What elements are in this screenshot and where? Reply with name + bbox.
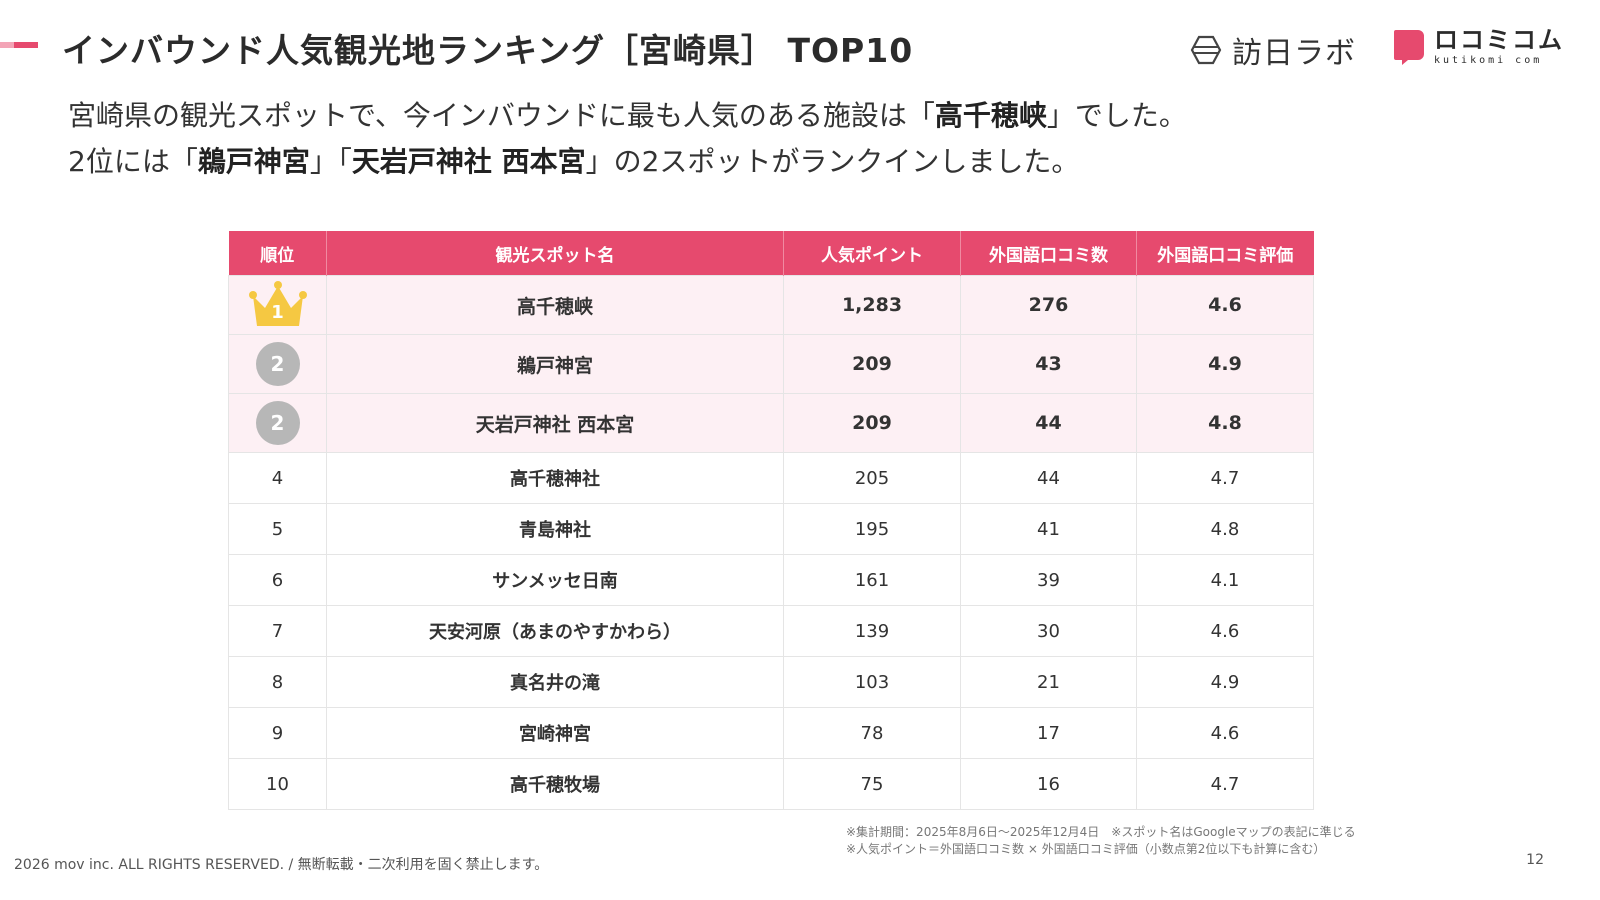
logo1-text: 訪日ラボ: [1232, 36, 1356, 71]
rank-cell: 6: [228, 554, 327, 606]
rank-cell: 7: [228, 605, 327, 657]
review-rating: 4.8: [1136, 393, 1314, 453]
logo2-sub: kutikomi com: [1434, 55, 1543, 66]
review-count: 16: [960, 758, 1137, 810]
points: 161: [783, 554, 961, 606]
rank-cell: 8: [228, 656, 327, 708]
rank-badge: 2: [255, 401, 300, 445]
copyright: 2026 mov inc. ALL RIGHTS RESERVED. / 無断転…: [14, 857, 549, 873]
table-row: 10 高千穂牧場 75 16 4.7: [228, 758, 1314, 810]
spot-name: 青島神社: [326, 503, 784, 555]
review-count: 276: [960, 275, 1137, 335]
review-rating: 4.7: [1136, 452, 1314, 504]
review-count: 21: [960, 656, 1137, 708]
accent-bar: [0, 42, 38, 48]
note-line-1: ※集計期間：2025年8月6日〜2025年12月4日 ※スポット名はGoogle…: [846, 825, 1356, 839]
review-count: 30: [960, 605, 1137, 657]
review-rating: 4.6: [1136, 707, 1314, 759]
hexagon-logo-icon: [1190, 35, 1222, 65]
lead-line-1: 宮崎県の観光スポットで、今インバウンドに最も人気のある施設は「高千穂峡」でした。: [68, 99, 1187, 132]
header-review-count: 外国語口コミ数: [960, 231, 1137, 276]
points: 209: [783, 334, 961, 394]
header-review-rating: 外国語口コミ評価: [1136, 231, 1314, 276]
spot-name: 高千穂峡: [326, 275, 784, 335]
table-row: 2 鵜戸神宮 209 43 4.9: [228, 334, 1314, 394]
rank-cell: 5: [228, 503, 327, 555]
points: 75: [783, 758, 961, 810]
table-row: 9 宮崎神宮 78 17 4.6: [228, 707, 1314, 759]
lead-highlight-3: 天岩戸神社 西本宮: [351, 145, 586, 178]
points: 139: [783, 605, 961, 657]
review-count: 17: [960, 707, 1137, 759]
lead-line-2: 2位には「鵜戸神宮」「天岩戸神社 西本宮」の2スポットがランクインしました。: [68, 145, 1080, 178]
review-count: 44: [960, 393, 1137, 453]
points: 209: [783, 393, 961, 453]
spot-name: 天岩戸神社 西本宮: [326, 393, 784, 453]
header-spot-name: 観光スポット名: [326, 231, 784, 276]
review-count: 41: [960, 503, 1137, 555]
header-points: 人気ポイント: [783, 231, 961, 276]
rank-cell: 10: [228, 758, 327, 810]
rank-badge: 2: [255, 342, 300, 386]
table-row: 2 天岩戸神社 西本宮 209 44 4.8: [228, 393, 1314, 453]
header-rank: 順位: [228, 231, 327, 276]
logo2-text: ロコミコム: [1434, 26, 1564, 54]
spot-name: 鵜戸神宮: [326, 334, 784, 394]
rank-cell: 2: [228, 393, 327, 453]
spot-name: 宮崎神宮: [326, 707, 784, 759]
points: 78: [783, 707, 961, 759]
review-count: 39: [960, 554, 1137, 606]
page-number: 12: [1526, 852, 1544, 868]
ranking-table: 順位 観光スポット名 人気ポイント 外国語口コミ数 外国語口コミ評価 1 高千穂…: [228, 231, 1314, 810]
rank-cell: 9: [228, 707, 327, 759]
review-rating: 4.6: [1136, 605, 1314, 657]
review-rating: 4.9: [1136, 656, 1314, 708]
kutikomi-logo: ロコミコム kutikomi com: [1392, 28, 1564, 66]
review-rating: 4.6: [1136, 275, 1314, 335]
lead-highlight-1: 高千穂峡: [934, 99, 1047, 132]
spot-name: 真名井の滝: [326, 656, 784, 708]
review-count: 43: [960, 334, 1137, 394]
crown-icon: 1: [247, 280, 309, 330]
review-rating: 4.9: [1136, 334, 1314, 394]
notes: ※集計期間：2025年8月6日〜2025年12月4日 ※スポット名はGoogle…: [846, 824, 1356, 858]
table-header-row: 順位 観光スポット名 人気ポイント 外国語口コミ数 外国語口コミ評価: [228, 231, 1314, 276]
points: 195: [783, 503, 961, 555]
lead-highlight-2: 鵜戸神宮: [197, 145, 310, 178]
rank-cell: 4: [228, 452, 327, 504]
spot-name: 高千穂牧場: [326, 758, 784, 810]
points: 1,283: [783, 275, 961, 335]
page-title: インバウンド人気観光地ランキング［宮崎県］ TOP10: [62, 31, 914, 70]
table-row: 6 サンメッセ日南 161 39 4.1: [228, 554, 1314, 606]
table-row: 4 高千穂神社 205 44 4.7: [228, 452, 1314, 504]
review-rating: 4.8: [1136, 503, 1314, 555]
table-row: 1 高千穂峡 1,283 276 4.6: [228, 275, 1314, 335]
houjin-lab-logo: 訪日ラボ: [1190, 28, 1356, 72]
points: 205: [783, 452, 961, 504]
table-row: 5 青島神社 195 41 4.8: [228, 503, 1314, 555]
spot-name: 高千穂神社: [326, 452, 784, 504]
spot-name: サンメッセ日南: [326, 554, 784, 606]
rank-cell: 2: [228, 334, 327, 394]
review-rating: 4.1: [1136, 554, 1314, 606]
table-row: 7 天安河原（あまのやすかわら） 139 30 4.6: [228, 605, 1314, 657]
table-row: 8 真名井の滝 103 21 4.9: [228, 656, 1314, 708]
points: 103: [783, 656, 961, 708]
review-count: 44: [960, 452, 1137, 504]
speech-bubble-logo-icon: [1394, 30, 1424, 65]
review-rating: 4.7: [1136, 758, 1314, 810]
note-line-2: ※人気ポイント＝外国語口コミ数 × 外国語口コミ評価（小数点第2位以下も計算に含…: [846, 842, 1326, 856]
spot-name: 天安河原（あまのやすかわら）: [326, 605, 784, 657]
rank-cell: 1: [228, 275, 327, 335]
